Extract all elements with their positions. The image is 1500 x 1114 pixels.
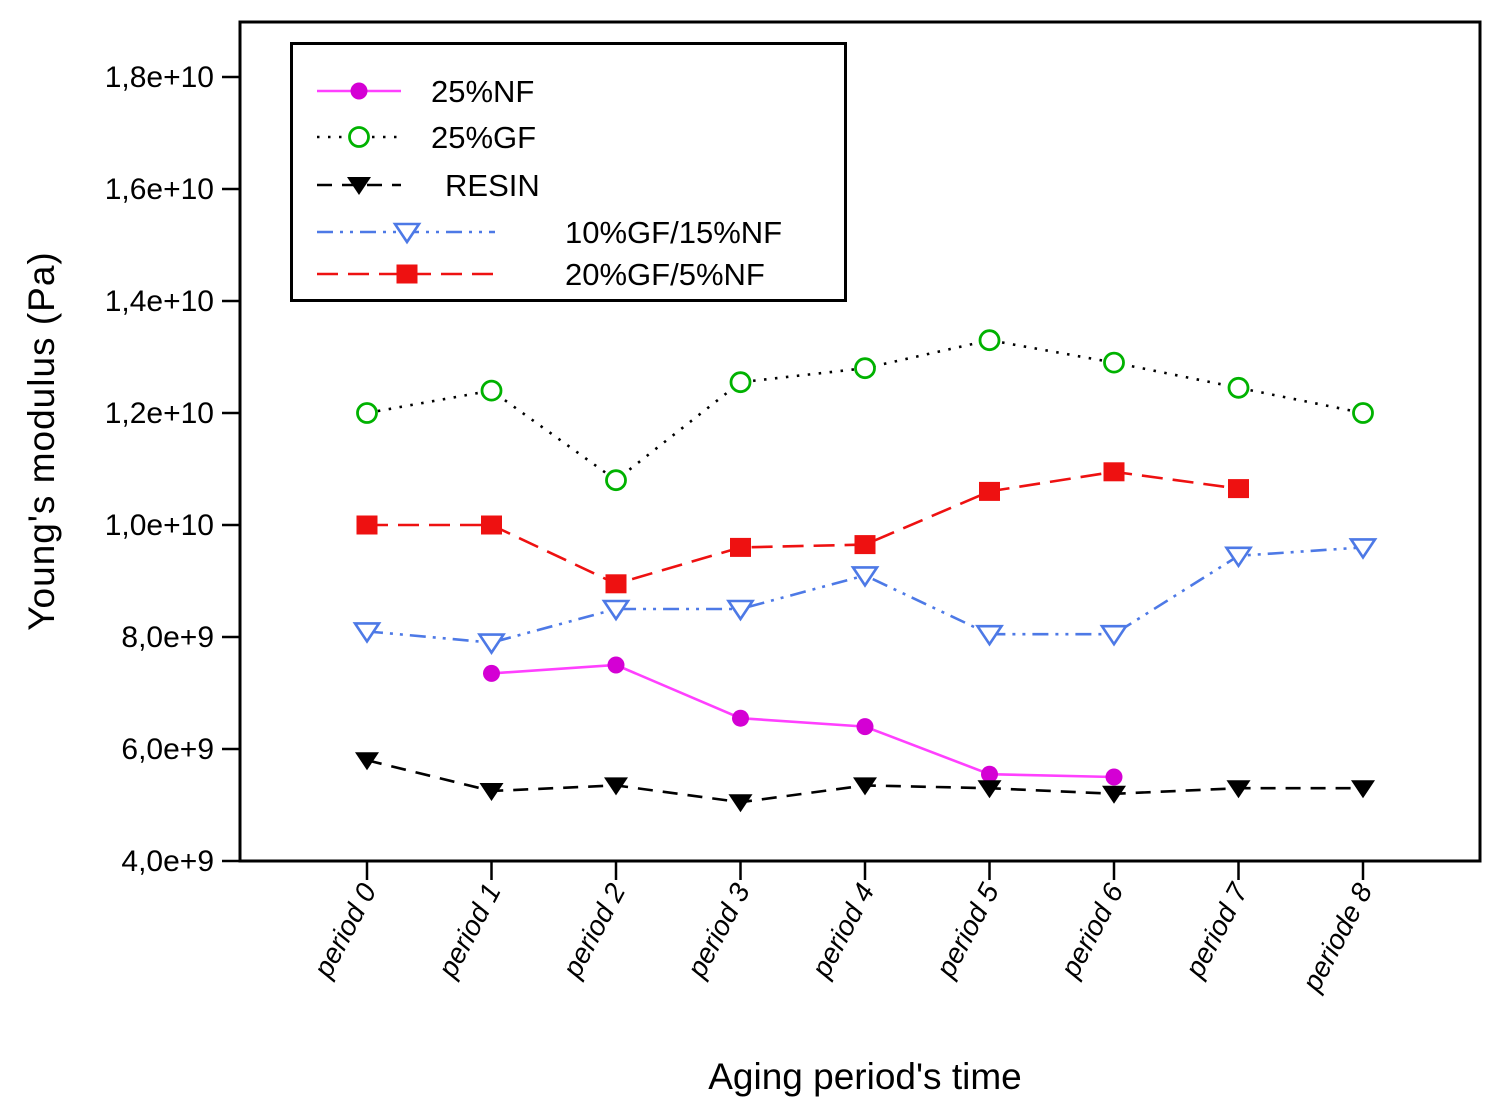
data-point-marker [726,599,755,622]
y-tick-label: 4,0e+9 [121,845,214,878]
data-point-marker [605,469,627,492]
data-point-marker [975,624,1004,647]
y-tick-label: 1,2e+10 [105,397,214,430]
x-tick-label: period 0 [307,878,383,983]
legend-item-3: 10%GF/15%NF [293,212,844,252]
x-tick-label: period 4 [805,878,880,983]
y-tick-label: 6,0e+9 [121,733,214,766]
data-point-marker [729,371,752,394]
legend-sample [317,82,401,100]
data-point-marker [732,709,749,727]
data-point-marker [1226,780,1251,799]
data-point-marker [477,633,506,655]
data-point-marker [978,329,1001,352]
series-1 [356,329,1374,492]
data-point-marker [605,574,627,594]
legend: 25%NF 25%GF RESIN 10%GF/15%NF 20%GF/5%NF [290,42,847,302]
data-point-marker [1103,462,1125,482]
data-point-marker [347,177,371,195]
data-point-marker [396,264,418,284]
x-tick-label: period 7 [1178,877,1254,983]
series-0 [483,656,1123,786]
data-point-marker [1103,351,1125,374]
data-point-marker [480,379,503,402]
legend-item-1: 25%GF [293,117,844,157]
data-point-marker [1224,546,1253,569]
legend-item-4: 20%GF/5%NF [293,254,844,294]
data-point-marker [350,82,368,100]
legend-item-0: 25%NF [293,71,844,111]
y-tick-label: 1,4e+10 [105,285,214,318]
data-point-marker [1348,538,1378,560]
y-axis-title: Young's modulus (Pa) [21,251,62,631]
data-point-marker [604,777,628,796]
data-point-marker [979,481,1000,501]
data-point-marker [854,535,876,555]
data-point-marker [355,752,379,771]
data-point-marker [853,777,877,796]
data-point-marker [850,566,880,588]
y-tick-label: 8,0e+9 [121,621,214,654]
series-line [367,470,1239,586]
legend-label: 20%GF/5%NF [565,257,765,292]
x-tick-label: period 1 [431,878,506,983]
series-4 [356,462,1249,594]
x-tick-label: period 6 [1054,878,1130,983]
series-line [366,338,1364,482]
series-line [366,546,1364,644]
y-tick-label: 1,8e+10 [105,61,214,94]
y-tick-label: 1,0e+10 [105,509,214,542]
data-point-marker [481,515,502,535]
data-point-marker [601,599,631,622]
data-point-marker [356,515,378,535]
series-3 [352,538,1378,655]
data-point-marker [1102,785,1126,804]
series-2 [355,752,1375,813]
data-point-marker [348,126,370,148]
data-point-marker [728,794,753,813]
data-point-marker [1351,780,1375,799]
data-point-marker [1099,624,1129,647]
data-point-marker [856,718,874,736]
data-point-marker [483,664,500,682]
data-point-marker [1228,479,1249,499]
data-point-marker [352,622,382,644]
plot-border [238,20,1482,863]
data-point-marker [730,537,751,557]
legend-label: 25%GF [431,120,537,155]
data-point-marker [981,765,998,783]
data-point-marker [977,780,1002,799]
data-point-marker [854,357,876,380]
legend-sample [317,126,401,148]
x-tick-label: period 5 [929,878,1005,983]
legend-sample [317,264,495,284]
legend-sample [317,177,401,195]
data-point-marker [356,402,378,424]
legend-label: RESIN [445,168,540,203]
y-tick-label: 1,6e+10 [105,173,214,206]
x-axis-title: Aging period's time [708,1056,1022,1097]
data-point-marker [607,656,625,674]
data-point-marker [392,222,422,245]
legend-sample [317,222,495,245]
data-point-marker [1352,402,1374,424]
data-point-marker [479,783,504,801]
data-point-marker [1105,768,1123,786]
legend-label: 10%GF/15%NF [565,215,783,250]
legend-item-2: RESIN [293,165,844,205]
x-tick-label: periode 8 [1296,878,1379,997]
x-tick-label: period 3 [680,878,756,983]
legend-label: 25%NF [431,74,535,109]
data-point-marker [1227,376,1250,399]
series-line [491,663,1115,779]
x-tick-label: period 2 [556,878,632,983]
